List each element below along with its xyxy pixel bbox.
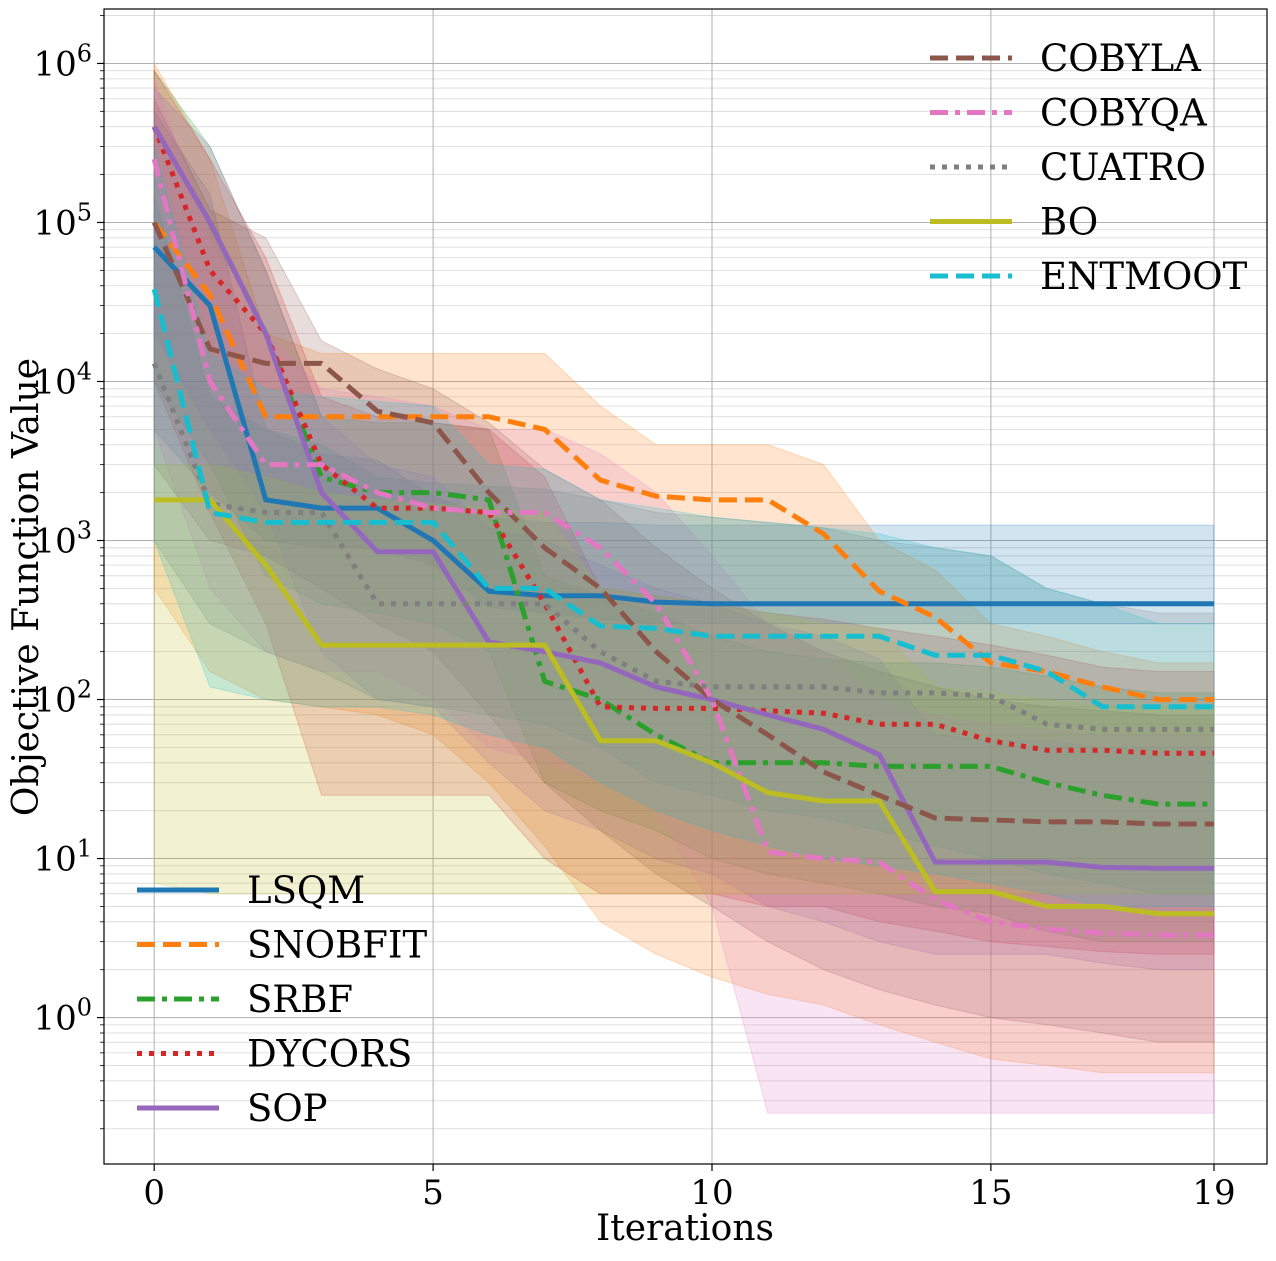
band-cuatro bbox=[153, 194, 1215, 895]
band-entmoot bbox=[153, 146, 1215, 907]
band-cobyqa bbox=[153, 78, 1215, 1114]
series-line-srbf bbox=[152, 125, 1214, 807]
y-tick-label: 106 bbox=[33, 39, 92, 84]
series-line-lsqm bbox=[152, 245, 1214, 607]
legend-label-cuatro: CUATRO bbox=[1040, 146, 1206, 189]
uncertainty-bands bbox=[153, 61, 1215, 1114]
y-tick-label: 103 bbox=[33, 517, 92, 562]
x-tick-label: 10 bbox=[690, 1173, 733, 1213]
legend-label-bo: BO bbox=[1040, 201, 1098, 244]
series-line-sop bbox=[152, 125, 1214, 871]
y-axis: 100 101 102 103 104 105 106 bbox=[33, 15, 104, 1130]
legend-label-cobyqa: COBYQA bbox=[1040, 92, 1208, 135]
x-axis: 0 5 10 15 19 bbox=[143, 1164, 1236, 1213]
legend-upper-right: COBYLA COBYQA CUATRO BO ENTMOOT bbox=[930, 37, 1248, 298]
band-sop bbox=[153, 86, 1215, 971]
y-tick-label: 102 bbox=[33, 676, 92, 721]
legend-label-lsqm: LSQM bbox=[247, 869, 365, 912]
legend-label-sop: SOP bbox=[247, 1087, 328, 1130]
y-tick-label: 104 bbox=[33, 357, 92, 402]
y-axis-label: Objective Function Value bbox=[6, 358, 47, 816]
band-lsqm bbox=[153, 109, 1215, 625]
legend-label-dycors: DYCORS bbox=[247, 1033, 412, 1076]
series-line-cobyqa bbox=[151, 158, 1214, 938]
legend-label-srbf: SRBF bbox=[247, 978, 353, 1021]
x-axis-label: Iterations bbox=[596, 1208, 774, 1249]
series-line-entmoot bbox=[151, 288, 1214, 710]
legend-lower-left: LSQM SNOBFIT SRBF DYCORS SOP bbox=[137, 869, 428, 1130]
y-tick-label: 105 bbox=[33, 198, 92, 243]
series-line-dycors bbox=[151, 125, 1214, 756]
plot-frame bbox=[103, 8, 1268, 1165]
band-dycors bbox=[153, 68, 1215, 955]
x-tick-label: 5 bbox=[422, 1173, 444, 1213]
grid bbox=[104, 9, 1267, 1164]
y-tick-label: 101 bbox=[33, 835, 92, 880]
legend-label-snobfit: SNOBFIT bbox=[247, 924, 428, 967]
x-tick-label: 15 bbox=[969, 1173, 1012, 1213]
legend-label-cobyla: COBYLA bbox=[1040, 37, 1202, 80]
legend-label-entmoot: ENTMOOT bbox=[1040, 255, 1248, 298]
series-line-bo bbox=[154, 497, 1214, 917]
band-cobyla bbox=[153, 98, 1215, 1043]
x-tick-label: 19 bbox=[1192, 1173, 1235, 1213]
series-lines bbox=[151, 125, 1214, 938]
y-tick-label: 100 bbox=[33, 994, 92, 1039]
series-line-cobyla bbox=[151, 221, 1214, 827]
x-tick-label: 0 bbox=[143, 1173, 165, 1213]
